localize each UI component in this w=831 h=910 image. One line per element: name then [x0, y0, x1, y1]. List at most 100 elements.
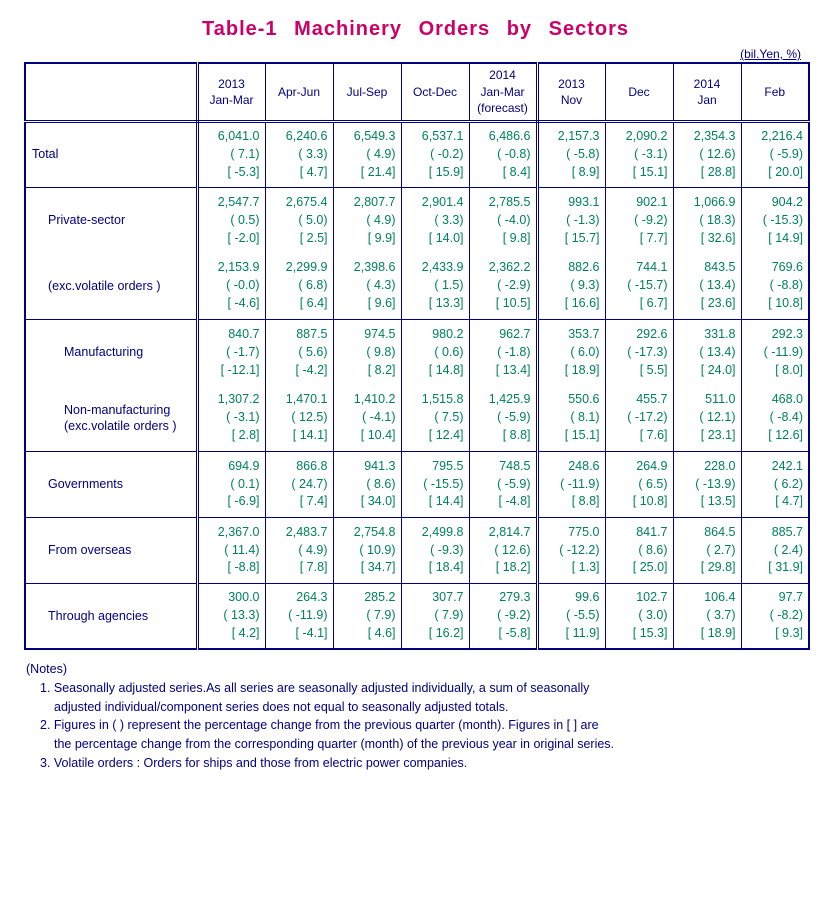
- cell-paren: ( -1.7): [226, 344, 259, 361]
- cell-bracket: [ 14.0]: [429, 230, 464, 247]
- cell-bracket: [ 10.8]: [633, 493, 668, 510]
- cell-value: 300.0: [228, 589, 259, 606]
- cell-paren: ( 2.4): [774, 542, 803, 559]
- data-cell: 353.7( 6.0)[ 18.9]: [537, 319, 605, 385]
- cell-value: 2,785.5: [489, 194, 531, 211]
- data-cell: 307.7( 7.9)[ 16.2]: [401, 583, 469, 649]
- cell-value: 840.7: [228, 326, 259, 343]
- cell-value: 455.7: [636, 391, 667, 408]
- cell-bracket: [ 34.7]: [361, 559, 396, 576]
- cell-bracket: [ 7.8]: [300, 559, 328, 576]
- cell-paren: ( -3.1): [226, 409, 259, 426]
- cell-paren: ( -5.9): [497, 409, 530, 426]
- cell-paren: ( 13.4): [699, 344, 735, 361]
- data-cell: 106.4( 3.7)[ 18.9]: [673, 583, 741, 649]
- cell-value: 1,307.2: [218, 391, 260, 408]
- data-cell: 795.5( -15.5)[ 14.4]: [401, 451, 469, 517]
- cell-value: 1,470.1: [286, 391, 328, 408]
- cell-value: 292.3: [772, 326, 803, 343]
- cell-bracket: [ 7.7]: [640, 230, 668, 247]
- table-row: Non-manufacturing (exc.volatile orders )…: [25, 385, 809, 451]
- cell-value: 775.0: [568, 524, 599, 541]
- data-cell: 2,483.7( 4.9)[ 7.8]: [265, 517, 333, 583]
- cell-paren: ( 12.6): [494, 542, 530, 559]
- cell-paren: ( 6.2): [774, 476, 803, 493]
- cell-paren: ( 10.9): [359, 542, 395, 559]
- cell-value: 748.5: [499, 458, 530, 475]
- notes-items: 1. Seasonally adjusted series.As all ser…: [24, 679, 807, 773]
- row-label: Governments: [25, 451, 197, 517]
- row-label: Non-manufacturing (exc.volatile orders ): [25, 385, 197, 451]
- row-label-text: Manufacturing: [64, 344, 143, 360]
- cell-paren: ( -5.9): [497, 476, 530, 493]
- header-col: 2013 Nov: [537, 63, 605, 121]
- cell-value: 2,299.9: [286, 259, 328, 276]
- data-cell: 97.7( -8.2)[ 9.3]: [741, 583, 809, 649]
- note-continuation: adjusted individual/component series doe…: [54, 698, 807, 717]
- cell-value: 2,153.9: [218, 259, 260, 276]
- cell-bracket: [ 8.9]: [572, 164, 600, 181]
- cell-value: 292.6: [636, 326, 667, 343]
- cell-paren: ( 18.3): [699, 212, 735, 229]
- data-cell: 2,354.3( 12.6)[ 28.8]: [673, 121, 741, 187]
- cell-value: 2,807.7: [354, 194, 396, 211]
- cell-bracket: [ 9.6]: [368, 295, 396, 312]
- cell-paren: ( 4.9): [366, 146, 395, 163]
- cell-paren: ( -9.2): [634, 212, 667, 229]
- cell-paren: ( 6.8): [298, 277, 327, 294]
- cell-paren: ( 4.3): [366, 277, 395, 294]
- cell-value: 2,499.8: [422, 524, 464, 541]
- note-line: 3. Volatile orders : Orders for ships an…: [40, 754, 807, 773]
- cell-value: 694.9: [228, 458, 259, 475]
- cell-paren: ( -17.2): [627, 409, 667, 426]
- cell-bracket: [ 24.0]: [701, 362, 736, 379]
- cell-bracket: [ -5.3]: [228, 164, 260, 181]
- data-cell: 6,041.0( 7.1)[ -5.3]: [197, 121, 265, 187]
- cell-value: 106.4: [704, 589, 735, 606]
- data-cell: 843.5( 13.4)[ 23.6]: [673, 253, 741, 319]
- cell-bracket: [ 8.2]: [368, 362, 396, 379]
- cell-paren: ( -3.1): [634, 146, 667, 163]
- data-cell: 1,410.2( -4.1)[ 10.4]: [333, 385, 401, 451]
- cell-bracket: [ -4.6]: [228, 295, 260, 312]
- cell-value: 264.3: [296, 589, 327, 606]
- cell-bracket: [ 34.0]: [361, 493, 396, 510]
- data-cell: 1,515.8( 7.5)[ 12.4]: [401, 385, 469, 451]
- row-label: (exc.volatile orders ): [25, 253, 197, 319]
- cell-paren: ( -9.3): [430, 542, 463, 559]
- data-cell: 2,433.9( 1.5)[ 13.3]: [401, 253, 469, 319]
- cell-paren: ( -4.1): [362, 409, 395, 426]
- cell-paren: ( -1.3): [566, 212, 599, 229]
- data-cell: 2,754.8( 10.9)[ 34.7]: [333, 517, 401, 583]
- data-cell: 993.1( -1.3)[ 15.7]: [537, 187, 605, 253]
- data-cell: 902.1( -9.2)[ 7.7]: [605, 187, 673, 253]
- cell-paren: ( 8.6): [638, 542, 667, 559]
- cell-bracket: [ 15.9]: [429, 164, 464, 181]
- cell-bracket: [ 23.6]: [701, 295, 736, 312]
- cell-value: 2,483.7: [286, 524, 328, 541]
- cell-value: 941.3: [364, 458, 395, 475]
- cell-value: 887.5: [296, 326, 327, 343]
- cell-paren: ( -15.7): [627, 277, 667, 294]
- note-line: 2. Figures in ( ) represent the percenta…: [40, 716, 807, 735]
- data-cell: 6,486.6( -0.8)[ 8.4]: [469, 121, 537, 187]
- table-title: Table-1 Machinery Orders by Sectors: [24, 18, 807, 41]
- cell-bracket: [ 15.1]: [565, 427, 600, 444]
- cell-paren: ( -5.5): [566, 607, 599, 624]
- cell-value: 2,157.3: [558, 128, 600, 145]
- cell-bracket: [ 7.4]: [300, 493, 328, 510]
- data-cell: 2,499.8( -9.3)[ 18.4]: [401, 517, 469, 583]
- cell-bracket: [ 15.3]: [633, 625, 668, 642]
- data-cell: 2,153.9( -0.0)[ -4.6]: [197, 253, 265, 319]
- cell-paren: ( -8.4): [770, 409, 803, 426]
- cell-bracket: [ 4.7]: [300, 164, 328, 181]
- cell-bracket: [ 14.1]: [293, 427, 328, 444]
- header-col: 2013 Jan-Mar: [197, 63, 265, 121]
- header-col: Dec: [605, 63, 673, 121]
- cell-paren: ( 1.5): [434, 277, 463, 294]
- data-cell: 866.8( 24.7)[ 7.4]: [265, 451, 333, 517]
- cell-paren: ( 13.3): [223, 607, 259, 624]
- cell-paren: ( -15.3): [763, 212, 803, 229]
- data-cell: 941.3( 8.6)[ 34.0]: [333, 451, 401, 517]
- cell-bracket: [ 14.8]: [429, 362, 464, 379]
